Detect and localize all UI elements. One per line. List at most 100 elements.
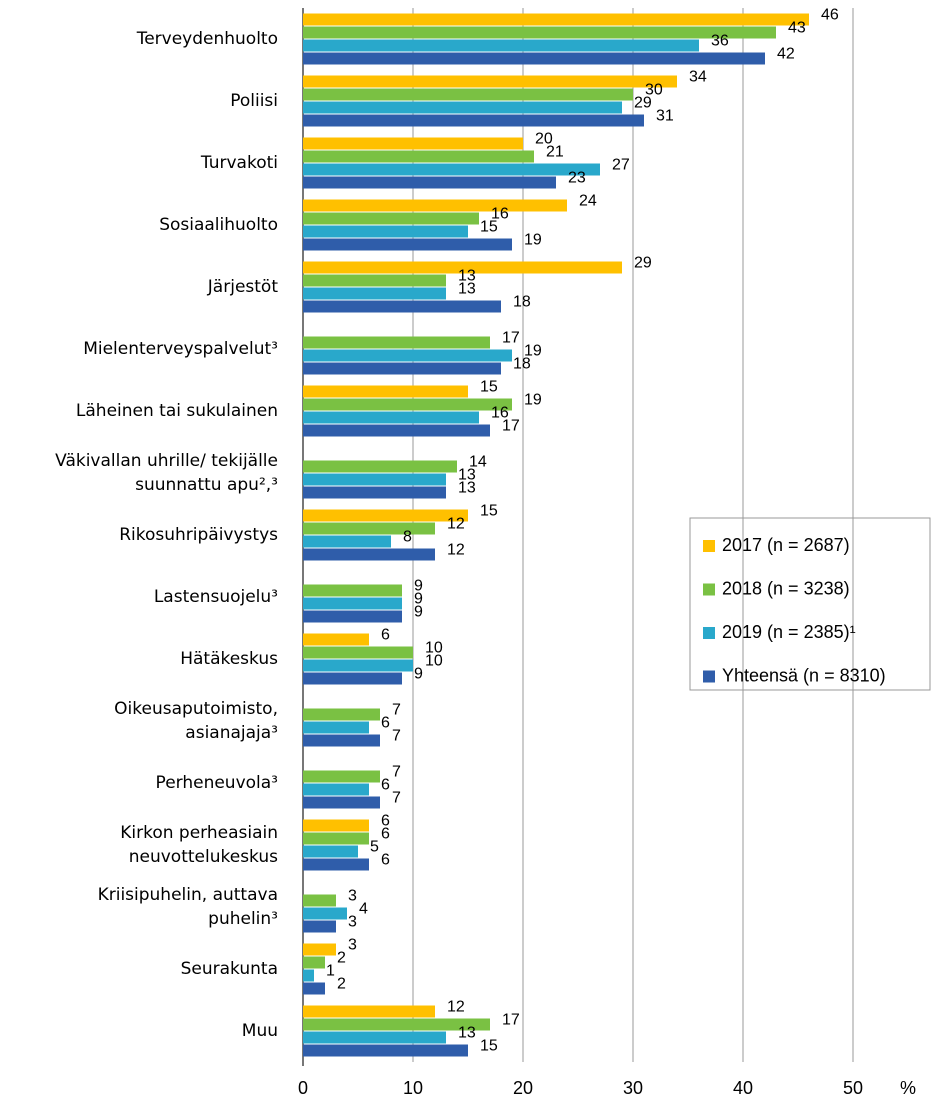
data-label: 12 [447,516,465,533]
data-label: 18 [513,356,531,373]
data-label: 12 [447,999,465,1016]
bar [303,982,325,995]
data-label: 10 [425,640,443,657]
bar [303,274,446,287]
data-label: 3 [348,888,357,905]
bar [303,88,633,101]
data-label: 8 [403,529,412,546]
category-label: Sosiaalihuolto [159,215,278,235]
data-label: 19 [524,232,542,249]
legend-label: 2019 (n = 2385)¹ [722,622,856,642]
data-label: 3 [348,937,357,954]
data-label: 27 [612,157,630,174]
bar [303,548,435,561]
bar [303,13,809,26]
bar [303,163,600,176]
data-label: 6 [381,826,390,843]
data-label: 46 [821,7,839,24]
data-label: 6 [381,813,390,830]
data-label: 13 [458,268,476,285]
category-label: Läheinen tai sukulainen [76,401,278,421]
bar [303,424,490,437]
bar [303,1044,468,1057]
bar [303,212,479,225]
bar [303,137,523,150]
bar [303,150,534,163]
data-label: 29 [634,95,652,112]
bar [303,721,369,734]
data-label: 15 [480,503,498,520]
data-label: 9 [414,666,423,683]
bar [303,101,622,114]
data-label: 6 [381,777,390,794]
bar [303,300,501,313]
data-label: 24 [579,193,597,210]
data-label: 13 [458,480,476,497]
bar [303,75,677,88]
data-label: 5 [370,839,379,856]
bar [303,26,776,39]
bar [303,1031,446,1044]
data-label: 3 [348,914,357,931]
data-label: 20 [535,131,553,148]
data-label: 43 [788,20,806,37]
data-label: 18 [513,294,531,311]
data-label: 34 [689,69,707,86]
bar [303,659,413,672]
bar [303,610,402,623]
data-label: 9 [414,604,423,621]
category-label: Lastensuojelu³ [154,587,278,607]
bar [303,411,479,424]
data-label: 6 [381,715,390,732]
category-label: Rikosuhripäivystys [119,525,278,545]
x-tick-label: 10 [403,1078,423,1098]
legend-label: Yhteensä (n = 8310) [722,665,886,685]
bar [303,225,468,238]
data-label: 7 [392,728,401,745]
bar [303,796,380,809]
bar [303,943,336,956]
category-label: Hätäkeskus [180,649,278,669]
bar [303,509,468,522]
data-label: 2 [337,976,346,993]
data-label: 7 [392,702,401,719]
x-tick-label: 40 [733,1078,753,1098]
bar [303,238,512,251]
bar [303,734,380,747]
data-label: 9 [414,578,423,595]
bar [303,1018,490,1031]
category-label: Perheneuvola³ [156,773,278,793]
bar [303,486,446,499]
data-label: 17 [502,1012,520,1029]
category-label: Väkivallan uhrille/ tekijälle suunnattu a… [55,451,278,495]
x-axis-label: % [900,1078,916,1098]
bar [303,199,567,212]
category-label: Poliisi [230,91,278,111]
bar [303,261,622,274]
x-tick-label: 20 [513,1078,533,1098]
bar [303,584,402,597]
data-label: 21 [546,144,564,161]
bar [303,832,369,845]
category-label: Muu [242,1021,278,1041]
category-label: Mielenterveyspalvelut³ [83,339,278,359]
data-label: 9 [414,591,423,608]
bar [303,969,314,982]
data-label: 36 [711,33,729,50]
bar [303,907,347,920]
bar [303,176,556,189]
bar [303,770,380,783]
category-label: Kirkon perheasiain neuvottelukeskus [120,823,278,867]
legend-label: 2017 (n = 2687) [722,535,850,555]
bar [303,522,435,535]
data-label: 7 [392,790,401,807]
data-label: 10 [425,653,443,670]
bar [303,646,413,659]
data-label: 17 [502,418,520,435]
data-label: 31 [656,108,674,125]
category-label: Oikeusaputoimisto, asianajaja³ [114,699,278,743]
data-label: 19 [524,343,542,360]
data-label: 15 [480,1038,498,1055]
category-label: Turvakoti [200,153,278,173]
